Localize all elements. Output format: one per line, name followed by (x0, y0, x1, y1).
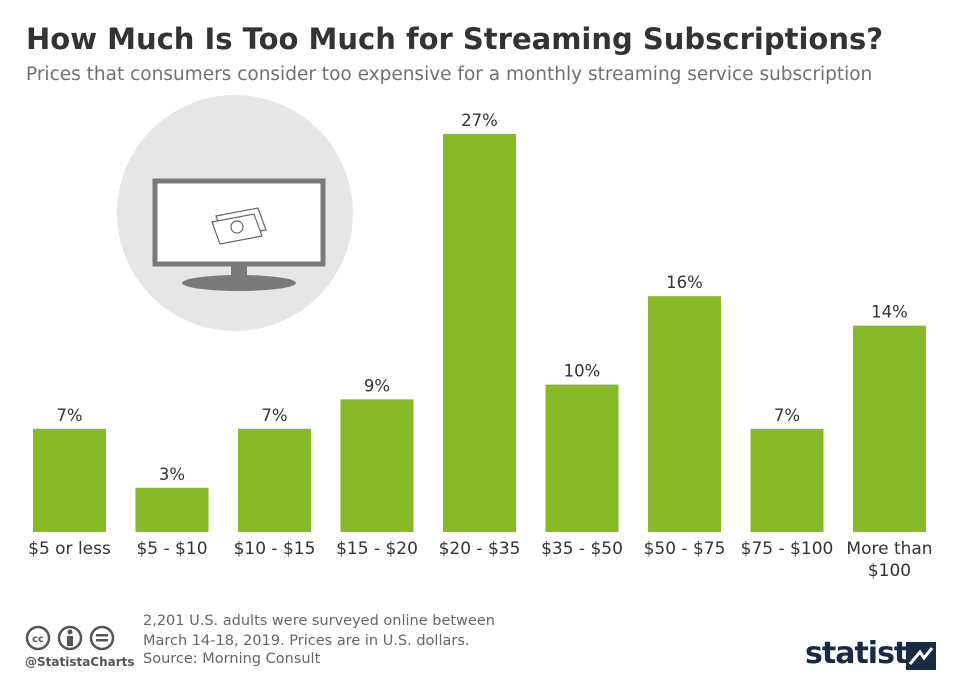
value-label: 7% (261, 406, 287, 425)
category-label: $5 or less (28, 539, 111, 559)
bar (853, 325, 926, 532)
bar (33, 428, 106, 532)
category-label: $15 - $20 (336, 539, 418, 559)
bar (340, 399, 414, 532)
bar (443, 134, 516, 532)
value-label: 9% (364, 376, 390, 395)
category-label: $5 - $10 (136, 539, 208, 559)
bar (545, 384, 619, 532)
value-label: 27% (461, 111, 498, 130)
handle: @StatistaCharts (25, 655, 135, 669)
category-label: $50 - $75 (643, 539, 726, 559)
source: Source: Morning Consult (143, 651, 321, 667)
bar (648, 296, 721, 532)
category-label: $20 - $35 (438, 539, 521, 559)
chart-subtitle: Prices that consumers consider too expen… (26, 64, 873, 85)
value-label: 7% (56, 406, 82, 425)
license-icons: cc (25, 625, 115, 651)
category-label: More than $100 (846, 539, 933, 581)
category-label: $75 - $100 (740, 539, 834, 559)
category-label: $35 - $50 (541, 539, 623, 559)
bar (750, 428, 824, 532)
bar (135, 487, 209, 532)
note: 2,201 U.S. adults were surveyed online b… (143, 613, 495, 649)
svg-text:cc: cc (32, 634, 44, 645)
value-label: 10% (564, 362, 601, 381)
value-label: 14% (871, 303, 908, 322)
value-label: 3% (159, 465, 185, 484)
tv-icon (117, 95, 353, 331)
value-label: 7% (774, 406, 800, 425)
chart-title: How Much Is Too Much for Streaming Subsc… (26, 22, 884, 56)
bar (238, 428, 311, 532)
value-label: 16% (666, 273, 703, 292)
brand-mark (906, 642, 936, 670)
category-label: $10 - $15 (233, 539, 316, 559)
